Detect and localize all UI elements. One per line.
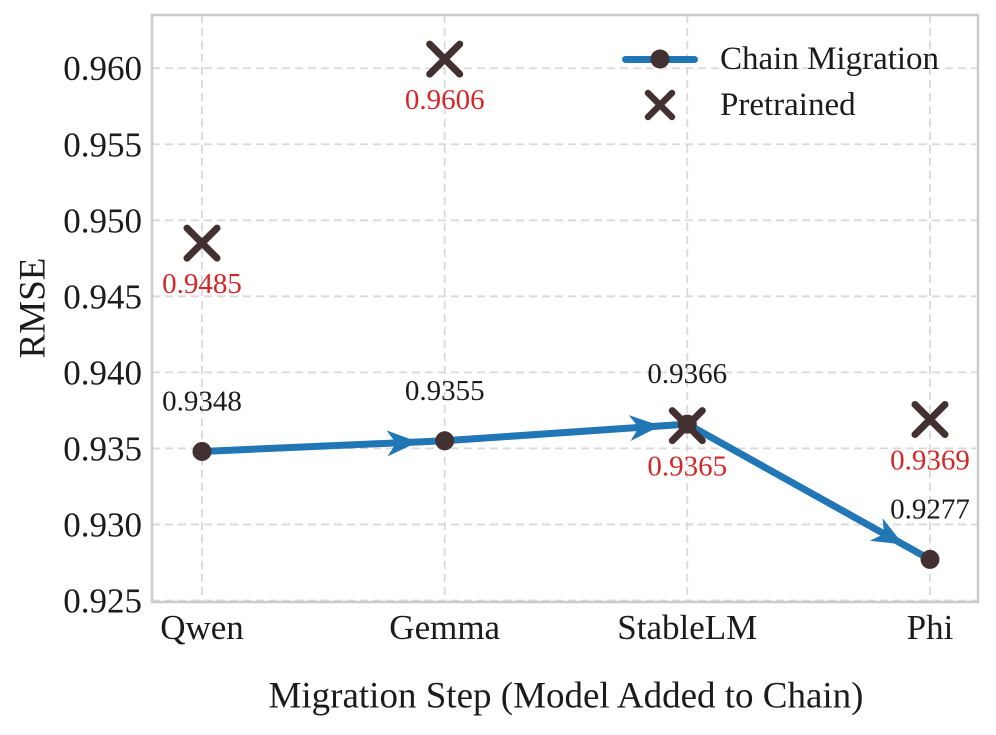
y-tick-label: 0.925	[63, 581, 142, 620]
x-tick-label: Gemma	[389, 608, 500, 647]
chain-point-dot	[435, 431, 455, 451]
x-tick-label: Phi	[907, 608, 954, 647]
chain-point-dot	[677, 414, 697, 434]
y-axis-title: RMSE	[12, 257, 54, 359]
chain-line-marker-icon	[620, 49, 700, 69]
pretrained-value-label: 0.9606	[405, 84, 485, 116]
chain-migration-line	[198, 420, 934, 563]
y-tick-label: 0.940	[63, 353, 142, 392]
x-marker-icon	[620, 86, 700, 124]
legend-label-pretrained: Pretrained	[720, 86, 856, 123]
chain-value-label: 0.9348	[162, 385, 242, 417]
x-tick-label: StableLM	[617, 608, 757, 647]
chain-point-dot	[192, 441, 212, 461]
chain-value-label: 0.9355	[405, 375, 485, 407]
chain-value-label: 0.9277	[890, 493, 970, 525]
pretrained-value-label: 0.9369	[890, 445, 970, 477]
y-tick-label: 0.935	[63, 429, 142, 468]
pretrained-x-marker	[911, 401, 949, 439]
y-tick-label: 0.950	[63, 201, 142, 240]
x-axis-title: Migration Step (Model Added to Chain)	[268, 675, 864, 717]
y-tick-label: 0.955	[63, 125, 142, 164]
x-tick-label: Qwen	[160, 608, 244, 647]
legend: Chain Migration Pretrained	[620, 36, 939, 128]
y-tick-label: 0.930	[63, 505, 142, 544]
chain-point-dot	[920, 549, 940, 569]
legend-item-pretrained: Pretrained	[620, 82, 939, 128]
arrowhead-icon	[386, 430, 419, 457]
arrowhead-icon	[628, 415, 661, 442]
arrowhead-icon	[869, 518, 904, 545]
legend-x-glyph	[644, 89, 676, 121]
pretrained-x-marker	[183, 224, 221, 262]
y-tick-label: 0.945	[63, 277, 142, 316]
plot-frame	[150, 13, 980, 604]
pretrained-value-label: 0.9365	[647, 451, 727, 483]
chain-value-label: 0.9366	[647, 358, 727, 390]
legend-item-chain-migration: Chain Migration	[620, 36, 939, 82]
pretrained-value-label: 0.9485	[162, 268, 242, 300]
legend-label-chain-migration: Chain Migration	[720, 40, 940, 77]
legend-dot-icon	[650, 49, 670, 69]
pretrained-x-marker	[426, 40, 464, 78]
y-tick-label: 0.960	[63, 49, 142, 88]
